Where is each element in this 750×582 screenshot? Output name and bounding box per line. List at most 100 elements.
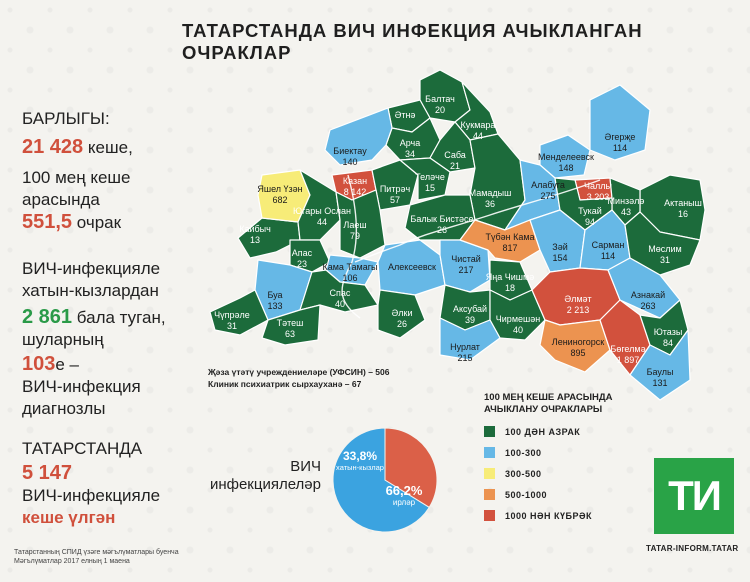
region-label: Сарман 114 [592, 240, 625, 261]
region-label: Әгерҗе 114 [605, 132, 636, 153]
region-9[interactable] [324, 107, 393, 166]
legend-swatch [484, 468, 495, 479]
stat-per100k-line1: 100 мең кеше [22, 168, 131, 187]
footnote-line2: Мәгълүматлар 2017 елның 1 маена [14, 558, 130, 565]
region-23[interactable] [289, 239, 331, 273]
region-label: Әтнә [395, 110, 416, 120]
logo-url[interactable]: TATAR-INFORM.TATAR [646, 544, 739, 553]
region-45[interactable] [629, 329, 691, 401]
region-18[interactable] [589, 84, 651, 161]
region-label: Мамадыш 36 [469, 188, 512, 209]
region-label: Аксубай 39 [453, 304, 487, 325]
legend-title: 100 МЕҢ КЕШЕ АРАСЫНДА АЧЫКЛАНУ ОЧРАКЛАРЫ [484, 392, 613, 415]
region-label: Тәтеш 63 [277, 318, 304, 339]
map-note-line2: Клиник психиатрик сырхауханә – 67 [208, 379, 362, 389]
region-label: Чүпрәле 31 [214, 310, 250, 331]
gender-pie-chart: 66,2%ирләр 33,8%хатын-кызлар [332, 427, 438, 533]
region-label: Балык Бистәсе 26 [410, 214, 473, 235]
region-label: Лениногорск 895 [552, 337, 604, 358]
region-label: Буа 133 [267, 290, 282, 311]
region-35[interactable] [261, 304, 321, 346]
stat-deaths-line1: ТАТАРСТАНДА [22, 439, 143, 458]
region-label: Чаллы 3 203 [584, 181, 612, 202]
stat-per100k-line2: арасында [22, 190, 100, 209]
stat-women: ВИЧ-инфекцияле хатын-кызлардан 2 861 бал… [22, 258, 166, 420]
region-label: Казан 8 142 [343, 176, 367, 197]
legend-item: 500-1000 [484, 489, 654, 500]
stat-per100k-value: 551,5 [22, 211, 73, 233]
pie-label: ВИЧ инфекциялеләр [203, 458, 321, 494]
region-label: Арча 34 [400, 138, 421, 159]
tatar-inform-logo[interactable]: ТИ [654, 458, 734, 534]
stat-total-value: 21 428 [22, 136, 84, 158]
region-25[interactable] [377, 239, 446, 296]
stat-children-suffix: е – [55, 355, 80, 374]
pie-name-women: хатын-кызлар [336, 463, 384, 472]
region-36[interactable] [377, 289, 426, 339]
legend-swatch [484, 447, 495, 458]
region-label: Лаеш 79 [343, 220, 366, 241]
region-label: Баулы 131 [647, 367, 674, 388]
region-label: Зәй 154 [552, 242, 567, 263]
stat-women-line3: шуларның [22, 330, 104, 349]
legend-swatch [484, 426, 495, 437]
stat-women-unit: бала туган, [72, 308, 166, 327]
region-41[interactable] [439, 317, 501, 361]
page-title: ТАТАРСТАНДА ВИЧ ИНФЕКЦИЯ АЧЫКЛАНГАН ОЧРА… [182, 20, 643, 63]
region-label: Спас 40 [330, 288, 351, 309]
pie-name-men: ирләр [393, 498, 416, 507]
map-note: Җәза үтәтү учреждениеләре (УФСИН) – 506 … [208, 366, 390, 390]
stat-per100k-unit: очрак [72, 213, 122, 232]
region-42[interactable] [539, 319, 611, 373]
footnote: Татарстанның СПИД үзәге мәгълүматлары бу… [14, 548, 179, 566]
stat-children-line1: ВИЧ-инфекция [22, 377, 141, 396]
region-label: Мөслим 31 [648, 244, 681, 265]
region-label: Апас 23 [292, 248, 313, 269]
region-label: Яңа Чишмә 18 [486, 272, 534, 293]
region-label: Саба 21 [444, 150, 466, 171]
legend-item: 100 ДӘН АЗРАК [484, 426, 654, 437]
region-label: Алабуга 275 [531, 180, 565, 201]
pie-slice-men [332, 427, 430, 533]
region-label: Түбән Кама 817 [485, 232, 534, 253]
region-label: Чирмешән 40 [496, 314, 540, 335]
stat-deaths-line3: кеше үлгән [22, 508, 116, 527]
region-label: Әлмәт 2 213 [564, 294, 591, 315]
footnote-line1: Татарстанның СПИД үзәге мәгълүматлары бу… [14, 549, 179, 556]
region-label: Тукай 94 [578, 206, 602, 227]
stat-deaths-line2: ВИЧ-инфекцияле [22, 486, 161, 505]
region-label: Чистай 217 [451, 254, 481, 275]
map-note-line1: Җәза үтәтү учреждениеләре (УФСИН) – 506 [208, 367, 390, 377]
pie-value-men: 66,2% [386, 483, 423, 498]
region-label: Кайбыч 13 [239, 224, 271, 245]
legend-label: 100 ДӘН АЗРАК [505, 426, 581, 437]
stat-total-label: БАРЛЫГЫ: [22, 109, 110, 128]
region-label: Биектау 140 [333, 146, 367, 167]
legend-label: 500-1000 [505, 489, 548, 500]
region-label: Менделеевск 148 [538, 152, 594, 173]
stat-women-line2: хатын-кызлардан [22, 281, 159, 300]
stat-total-unit: кеше, [83, 138, 133, 157]
legend-label: 100-300 [505, 447, 542, 458]
region-label: Әлки 26 [392, 308, 413, 329]
stat-deaths-value: 5 147 [22, 462, 73, 484]
region-label: Алексеевск [388, 262, 436, 272]
stat-children-value: 103 [22, 353, 56, 375]
legend: 100 МЕҢ КЕШЕ АРАСЫНДА АЧЫКЛАНУ ОЧРАКЛАРЫ… [484, 392, 654, 521]
legend-swatch [484, 510, 495, 521]
region-label: Питрәч 57 [380, 184, 411, 205]
legend-label: 300-500 [505, 468, 542, 479]
stat-children-line2: диагнозлы [22, 399, 106, 418]
region-label: Нурлат 215 [450, 342, 480, 363]
region-label: Минзәлә 43 [608, 196, 645, 217]
region-label: Азнакай 263 [631, 290, 665, 311]
logo-text: ТИ [668, 472, 722, 519]
region-label: Яшел Үзән 682 [257, 184, 302, 205]
legend-item: 1000 НӘН КҮБРӘК [484, 510, 654, 521]
legend-item: 300-500 [484, 468, 654, 479]
region-label: Кукмара 44 [461, 120, 496, 141]
stat-deaths: ТАТАРСТАНДА 5 147 ВИЧ-инфекцияле кеше үл… [22, 438, 160, 529]
stat-total: БАРЛЫГЫ: 21 428 кеше, 100 мең кеше арасы… [22, 108, 133, 234]
legend-swatch [484, 489, 495, 500]
river-kama [354, 179, 601, 263]
